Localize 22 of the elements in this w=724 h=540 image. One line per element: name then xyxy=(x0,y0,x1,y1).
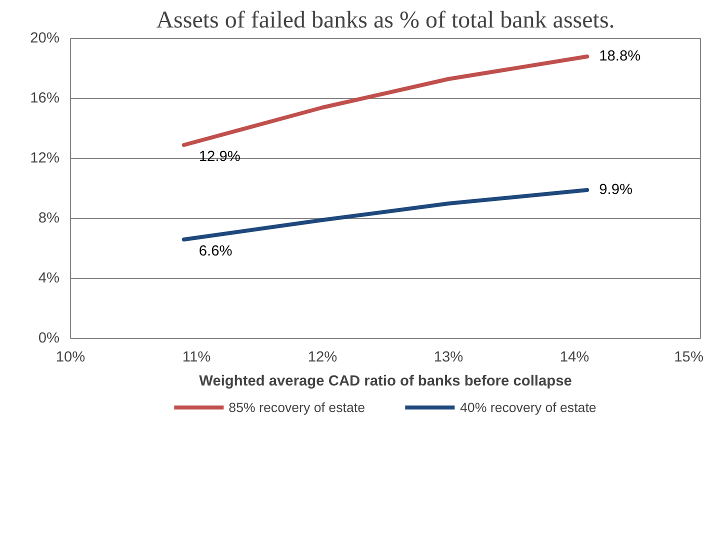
x-tick-label: 12% xyxy=(308,350,338,366)
x-tick-label: 15% xyxy=(674,350,704,366)
x-tick-label: 14% xyxy=(560,350,590,366)
legend-label: 85% recovery of estate xyxy=(228,400,365,414)
y-tick-label: 12% xyxy=(30,150,60,166)
data-label: 18.8% xyxy=(599,48,641,64)
line-series xyxy=(182,54,590,147)
x-axis-title: Weighted average CAD ratio of banks before collapse xyxy=(199,374,572,390)
x-tick-label: 10% xyxy=(56,350,86,366)
y-tick-label: 4% xyxy=(38,270,60,286)
x-tick-label: 11% xyxy=(182,350,211,366)
chart-title: Assets of failed banks as % of total bank assets. xyxy=(156,8,615,34)
legend-label: 40% recovery of estate xyxy=(460,400,596,414)
y-tick-label: 0% xyxy=(38,330,60,346)
y-tick-label: 16% xyxy=(30,90,60,106)
data-label: 12.9% xyxy=(198,149,240,165)
x-tick-label: 13% xyxy=(434,350,464,366)
y-tick-label: 20% xyxy=(30,30,60,46)
data-label: 9.9% xyxy=(599,182,633,198)
line-series xyxy=(182,188,590,242)
data-label: 6.6% xyxy=(198,244,232,260)
y-tick-label: 8% xyxy=(38,210,60,226)
